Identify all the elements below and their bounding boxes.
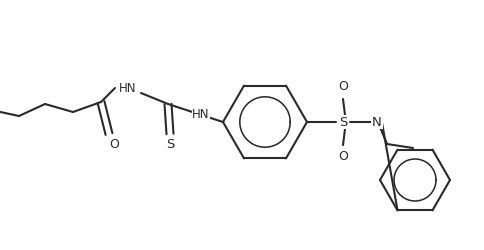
Text: S: S	[339, 116, 347, 128]
Text: O: O	[109, 138, 119, 150]
Text: N: N	[372, 116, 382, 128]
Text: S: S	[166, 138, 174, 151]
Text: HN: HN	[192, 108, 210, 122]
Text: O: O	[338, 150, 348, 164]
Text: HN: HN	[119, 82, 137, 94]
Text: O: O	[338, 80, 348, 94]
